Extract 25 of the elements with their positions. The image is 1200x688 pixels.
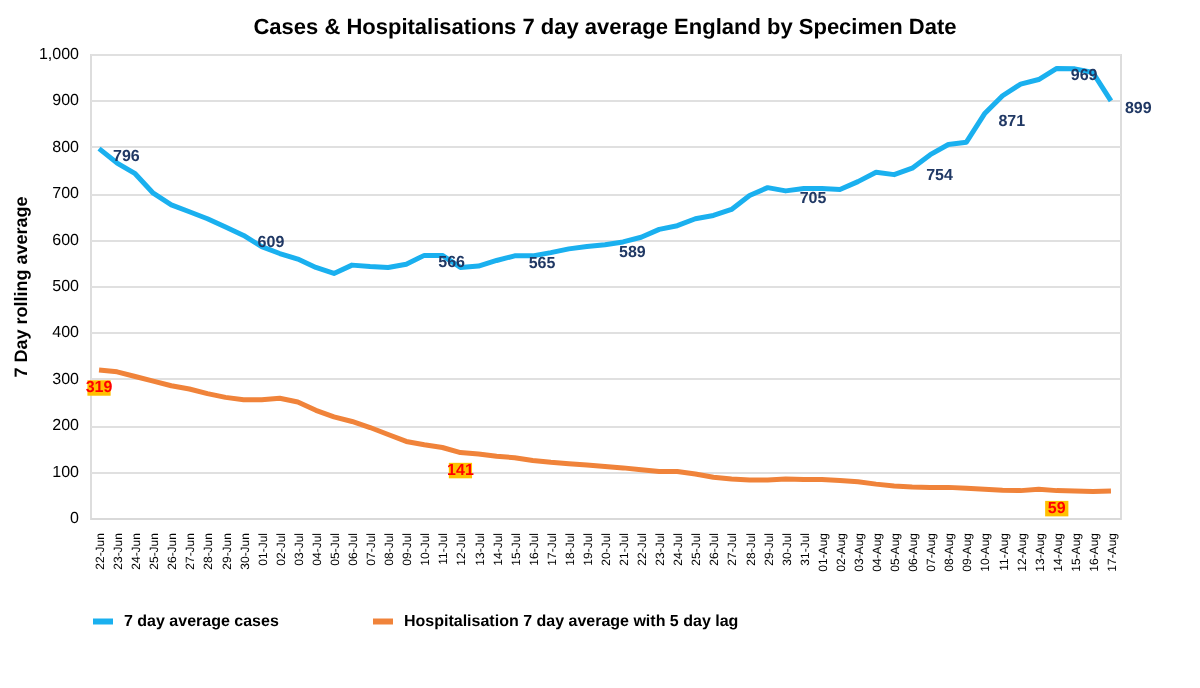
data-label: 59: [1047, 498, 1067, 517]
y-tick-label: 800: [52, 137, 81, 156]
y-axis-title: 7 Day rolling average: [10, 196, 31, 378]
line-series: [96, 65, 1114, 276]
y-tick-label: 0: [70, 509, 81, 527]
y-tick-label: 700: [52, 184, 81, 203]
y-tick-label: 400: [52, 323, 81, 342]
y-tick-label: 100: [52, 462, 81, 481]
y-tick-label: 1,000: [38, 45, 81, 63]
data-label: 589: [619, 242, 647, 261]
legend-label: 7 day average cases: [124, 611, 280, 630]
data-label: 899: [1124, 98, 1153, 117]
chart-title: Cases & Hospitalisations 7 day average England by Specimen Date: [253, 16, 957, 40]
data-label: 565: [528, 253, 557, 272]
data-label: 754: [926, 166, 954, 185]
data-label: 796: [113, 146, 141, 165]
y-tick-label: 300: [52, 369, 81, 388]
y-tick-label: 500: [52, 277, 81, 295]
legend-label: Hospitalisation 7 day average with 5 day lag: [404, 611, 739, 630]
data-label: 705: [799, 188, 828, 207]
y-tick-label: 900: [52, 91, 81, 110]
y-tick-label: 200: [52, 416, 81, 435]
data-label: 609: [257, 233, 286, 252]
y-tick-label: 600: [52, 230, 81, 249]
data-label: 871: [998, 111, 1027, 130]
